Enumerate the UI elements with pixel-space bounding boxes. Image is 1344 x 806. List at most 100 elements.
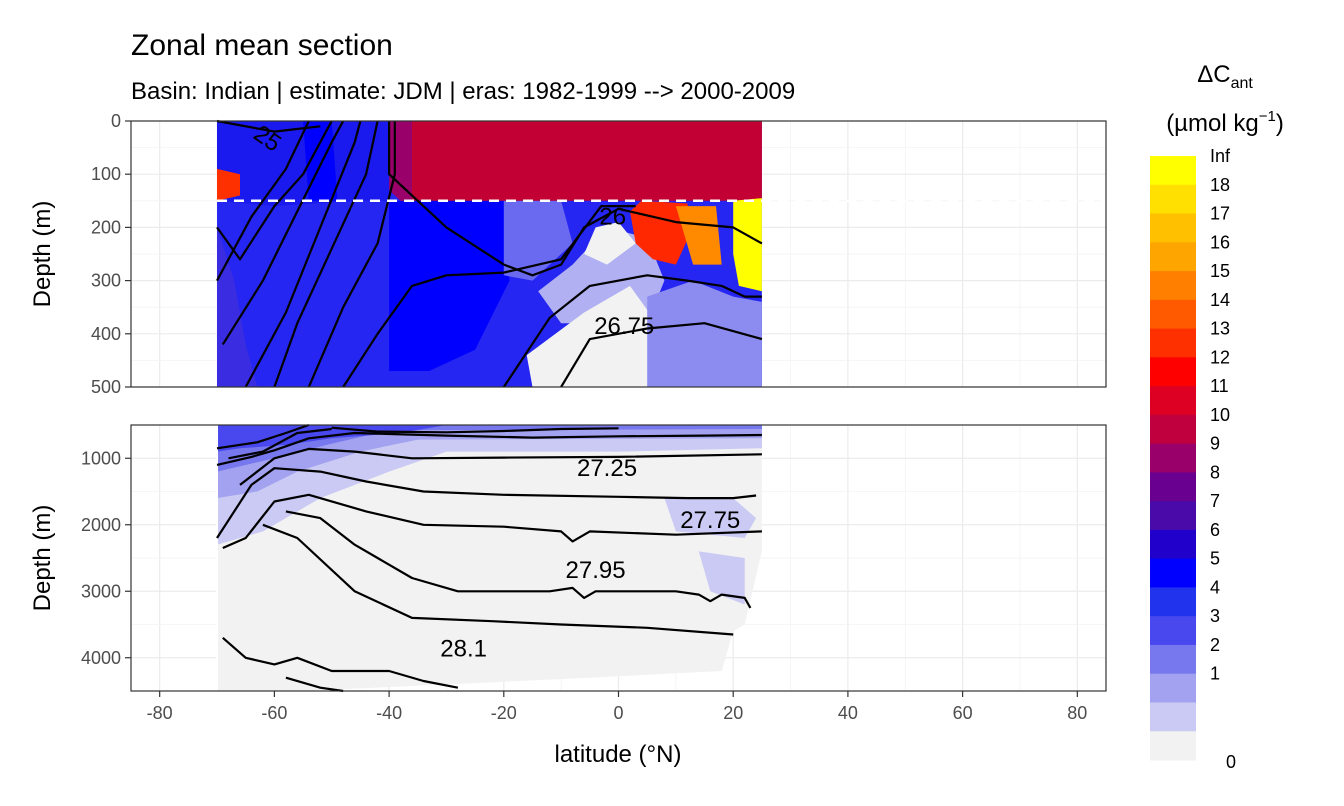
field-western	[217, 227, 258, 387]
legend-swatch	[1150, 501, 1196, 531]
contour-line	[216, 120, 310, 282]
field-level-2	[217, 425, 762, 499]
y-tick-label: 3000	[81, 581, 121, 601]
x-axis: -80 -60 -40 -20 0 20 40 60 80	[147, 691, 1087, 723]
legend-label: 8	[1210, 462, 1220, 482]
contour-line	[342, 205, 636, 388]
legend-label: 11	[1210, 376, 1229, 396]
legend-swatch	[1150, 702, 1196, 732]
legend-label: 2	[1210, 635, 1220, 655]
x-tick-label: -60	[261, 703, 287, 723]
legend-swatch	[1150, 184, 1196, 215]
contour-line	[307, 121, 396, 388]
contour-label: 28.1	[440, 635, 487, 662]
legend-swatch	[1150, 414, 1196, 445]
y-tick-label: 400	[91, 324, 121, 344]
upper-y-axis: 0 100 200 300 400 500	[91, 111, 131, 397]
legend-swatch	[1150, 299, 1196, 330]
legend-label: 13	[1210, 319, 1230, 339]
legend-label: 5	[1210, 549, 1220, 569]
x-tick-label: 80	[1067, 703, 1087, 723]
legend-title-units: (µmol kg−1)	[1166, 108, 1284, 137]
field-minimum-upper	[584, 222, 636, 265]
legend-label: 15	[1210, 261, 1230, 281]
legend-swatch	[1150, 673, 1196, 703]
legend-swatch	[1150, 529, 1196, 560]
contour-line	[222, 636, 459, 689]
legend-swatch	[1150, 242, 1196, 272]
x-tick-label: 0	[613, 703, 623, 723]
contour-line	[388, 121, 763, 277]
contour-line	[560, 322, 763, 388]
legend-swatch	[1150, 472, 1196, 502]
field-background	[217, 425, 762, 691]
lower-y-axis-title: Depth (m)	[29, 505, 56, 612]
contour-line	[273, 120, 379, 388]
contour-line	[262, 523, 734, 636]
contour-line	[285, 510, 752, 609]
legend-label: 14	[1210, 290, 1230, 310]
legend-title-main: ΔC	[1197, 61, 1230, 88]
contour-line	[216, 431, 762, 466]
field-subsurface-orange	[675, 206, 722, 265]
y-tick-label: 2000	[81, 515, 121, 535]
contour-line	[216, 467, 757, 539]
y-tick-label: 100	[91, 164, 121, 184]
contour-label: 27.25	[577, 455, 637, 482]
legend-label: 16	[1210, 232, 1230, 252]
y-tick-label: 200	[91, 217, 121, 237]
legend-label: Inf	[1210, 146, 1231, 166]
legend-swatch	[1150, 587, 1196, 617]
lower-panel-contours: 27.25 27.75 27.95 28.1	[216, 423, 762, 693]
contour-label: 26	[599, 204, 626, 231]
field-eastern-deep	[647, 280, 762, 387]
field-surface-high	[400, 121, 762, 201]
contour-line	[239, 447, 762, 486]
legend-swatch	[1150, 616, 1196, 646]
upper-panel-border	[130, 120, 1107, 388]
legend-swatch	[1150, 558, 1196, 588]
field-subsurface-yellow	[733, 198, 762, 292]
contour-line	[221, 120, 345, 345]
contour-line	[285, 676, 344, 693]
upper-y-axis-title: Depth (m)	[29, 201, 56, 308]
chart-subtitle: Basin: Indian | estimate: JDM | eras: 19…	[131, 78, 795, 105]
legend-label: 9	[1210, 434, 1220, 454]
lower-panel-fill	[216, 425, 762, 691]
contour-line	[216, 423, 310, 450]
legend-swatch	[1150, 731, 1196, 761]
legend-swatch	[1150, 357, 1196, 387]
contour-line	[216, 120, 333, 261]
legend-label: 6	[1210, 520, 1220, 540]
y-tick-label: 1000	[81, 448, 121, 468]
contour-label: 26.75	[594, 313, 654, 340]
x-tick-label: -20	[491, 703, 517, 723]
legend-swatch	[1150, 156, 1196, 186]
y-tick-label: 300	[91, 271, 121, 291]
field-southern-hotspot	[217, 168, 240, 201]
contour-line	[502, 274, 762, 388]
legend-title-subscript: ant	[1231, 75, 1254, 92]
legend-label: 17	[1210, 204, 1230, 224]
field-southern-upper	[217, 121, 390, 207]
legend-label: 7	[1210, 491, 1220, 511]
field-deep-patch	[664, 498, 757, 538]
y-tick-label: 4000	[81, 648, 121, 668]
legend-label: 18	[1210, 175, 1230, 195]
field-mid	[503, 200, 573, 281]
chart-title: Zonal mean section	[131, 29, 393, 62]
legend-swatch	[1150, 213, 1196, 243]
legend-swatch	[1150, 386, 1196, 416]
field-deep-patch	[698, 551, 745, 605]
contour-label: 27.75	[680, 507, 740, 534]
x-tick-label: 60	[953, 703, 973, 723]
field-surface-edge	[389, 121, 412, 201]
legend-swatch	[1150, 328, 1196, 358]
x-tick-label: 40	[838, 703, 858, 723]
field-subsurface-red	[630, 200, 694, 265]
legend-title-exponent: −1	[1259, 108, 1276, 125]
contour-line	[228, 427, 332, 460]
legend-label: 4	[1210, 577, 1220, 597]
